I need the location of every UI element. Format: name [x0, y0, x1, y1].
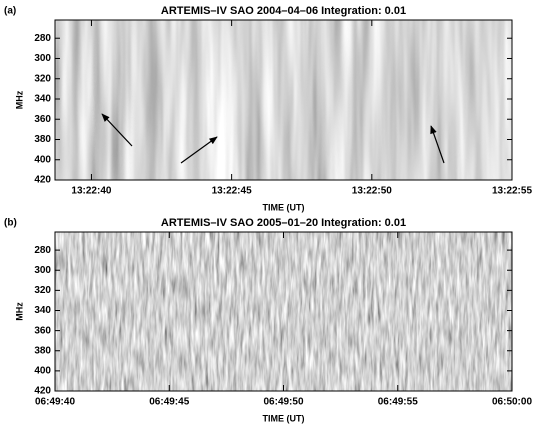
y-axis-label: MHz [14, 302, 24, 321]
y-tick-label: 360 [34, 114, 51, 125]
x-tick-label: 06:50:00 [492, 397, 532, 408]
y-tick-label: 320 [34, 285, 51, 296]
y-tick-label: 400 [34, 154, 51, 165]
x-tick-label: 06:49:40 [35, 397, 75, 408]
x-axis-label: TIME (UT) [263, 202, 305, 212]
y-tick-label: 420 [34, 386, 51, 397]
y-axis-label: MHz [14, 90, 24, 109]
x-tick-label: 13:22:40 [71, 186, 111, 197]
y-tick-label: 280 [34, 245, 51, 256]
y-tick-label: 300 [34, 265, 51, 276]
y-tick-label: 360 [34, 325, 51, 336]
y-tick-label: 380 [34, 134, 51, 145]
y-tick-label: 400 [34, 366, 51, 377]
spectrogram-image [55, 232, 512, 391]
arrow [430, 125, 445, 164]
y-tick-label: 300 [34, 53, 51, 64]
chart-title: ARTEMIS–IV SAO 2005–01–20 Integration: 0… [161, 217, 406, 229]
x-tick-label: 06:49:50 [263, 397, 303, 408]
panel-label: (b) [4, 218, 17, 229]
x-tick-label: 13:22:50 [352, 186, 392, 197]
plot-frame [54, 19, 513, 181]
x-tick-label: 06:49:45 [149, 397, 189, 408]
spectrogram-image [55, 20, 512, 180]
y-tick-label: 320 [34, 73, 51, 84]
x-tick-label: 06:49:55 [378, 397, 418, 408]
x-tick-label: 13:22:55 [492, 186, 532, 197]
y-tick-label: 380 [34, 345, 51, 356]
y-tick-label: 420 [34, 175, 51, 186]
chart-title: ARTEMIS–IV SAO 2004–04–06 Integration: 0… [161, 5, 406, 17]
panel-label: (a) [4, 6, 16, 17]
arrow [101, 113, 133, 147]
x-axis-label: TIME (UT) [263, 413, 305, 423]
arrow [180, 136, 218, 164]
y-tick-label: 280 [34, 33, 51, 44]
y-tick-label: 340 [34, 305, 51, 316]
y-tick-label: 340 [34, 94, 51, 105]
x-tick-label: 13:22:45 [212, 186, 252, 197]
